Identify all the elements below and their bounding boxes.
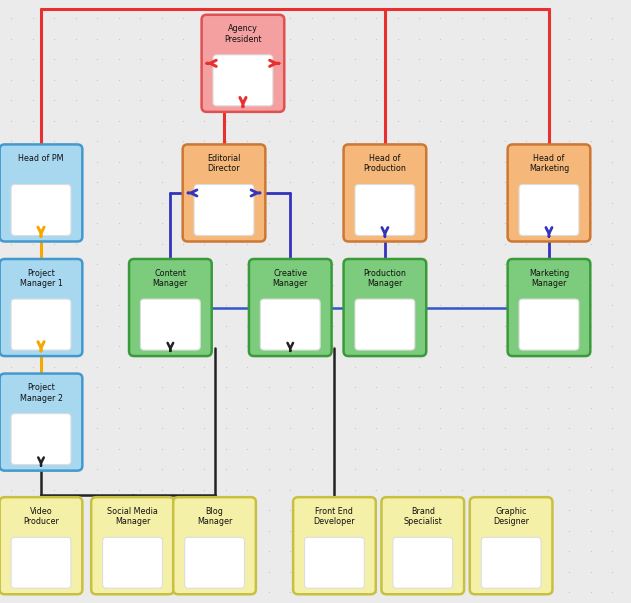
- FancyBboxPatch shape: [519, 185, 579, 235]
- Text: Brand
Specialist: Brand Specialist: [403, 507, 442, 526]
- Text: Head of PM: Head of PM: [18, 154, 64, 163]
- Text: Head of
Marketing: Head of Marketing: [529, 154, 569, 174]
- FancyBboxPatch shape: [213, 55, 273, 106]
- FancyBboxPatch shape: [249, 259, 332, 356]
- Text: Video
Producer: Video Producer: [23, 507, 59, 526]
- FancyBboxPatch shape: [343, 259, 427, 356]
- FancyBboxPatch shape: [11, 537, 71, 589]
- FancyBboxPatch shape: [507, 145, 591, 241]
- FancyBboxPatch shape: [11, 414, 71, 464]
- FancyBboxPatch shape: [194, 185, 254, 235]
- FancyBboxPatch shape: [185, 537, 244, 589]
- Text: Front End
Developer: Front End Developer: [314, 507, 355, 526]
- FancyBboxPatch shape: [0, 259, 82, 356]
- Text: Production
Manager: Production Manager: [363, 269, 406, 288]
- Text: Project
Manager 2: Project Manager 2: [20, 384, 62, 403]
- FancyBboxPatch shape: [129, 259, 212, 356]
- FancyBboxPatch shape: [261, 299, 320, 350]
- FancyBboxPatch shape: [507, 259, 591, 356]
- FancyBboxPatch shape: [305, 537, 364, 589]
- FancyBboxPatch shape: [173, 497, 256, 595]
- FancyBboxPatch shape: [11, 185, 71, 235]
- FancyBboxPatch shape: [519, 299, 579, 350]
- FancyBboxPatch shape: [91, 497, 174, 595]
- FancyBboxPatch shape: [202, 14, 285, 112]
- Text: Social Media
Manager: Social Media Manager: [107, 507, 158, 526]
- FancyBboxPatch shape: [481, 537, 541, 589]
- Text: Editorial
Director: Editorial Director: [208, 154, 240, 174]
- FancyBboxPatch shape: [0, 374, 82, 470]
- Text: Blog
Manager: Blog Manager: [197, 507, 232, 526]
- Text: Creative
Manager: Creative Manager: [273, 269, 308, 288]
- FancyBboxPatch shape: [0, 145, 82, 241]
- FancyBboxPatch shape: [469, 497, 553, 595]
- FancyBboxPatch shape: [293, 497, 376, 595]
- Text: Project
Manager 1: Project Manager 1: [20, 269, 62, 288]
- FancyBboxPatch shape: [393, 537, 452, 589]
- FancyBboxPatch shape: [11, 299, 71, 350]
- FancyBboxPatch shape: [355, 299, 415, 350]
- Text: Content
Manager: Content Manager: [153, 269, 188, 288]
- Text: Agency
President: Agency President: [224, 25, 262, 44]
- FancyBboxPatch shape: [141, 299, 200, 350]
- FancyBboxPatch shape: [103, 537, 162, 589]
- Text: Head of
Production: Head of Production: [363, 154, 406, 174]
- FancyBboxPatch shape: [183, 145, 265, 241]
- FancyBboxPatch shape: [355, 185, 415, 235]
- FancyBboxPatch shape: [381, 497, 464, 595]
- FancyBboxPatch shape: [343, 145, 427, 241]
- Text: Marketing
Manager: Marketing Manager: [529, 269, 569, 288]
- FancyBboxPatch shape: [0, 497, 82, 595]
- Text: Graphic
Designer: Graphic Designer: [493, 507, 529, 526]
